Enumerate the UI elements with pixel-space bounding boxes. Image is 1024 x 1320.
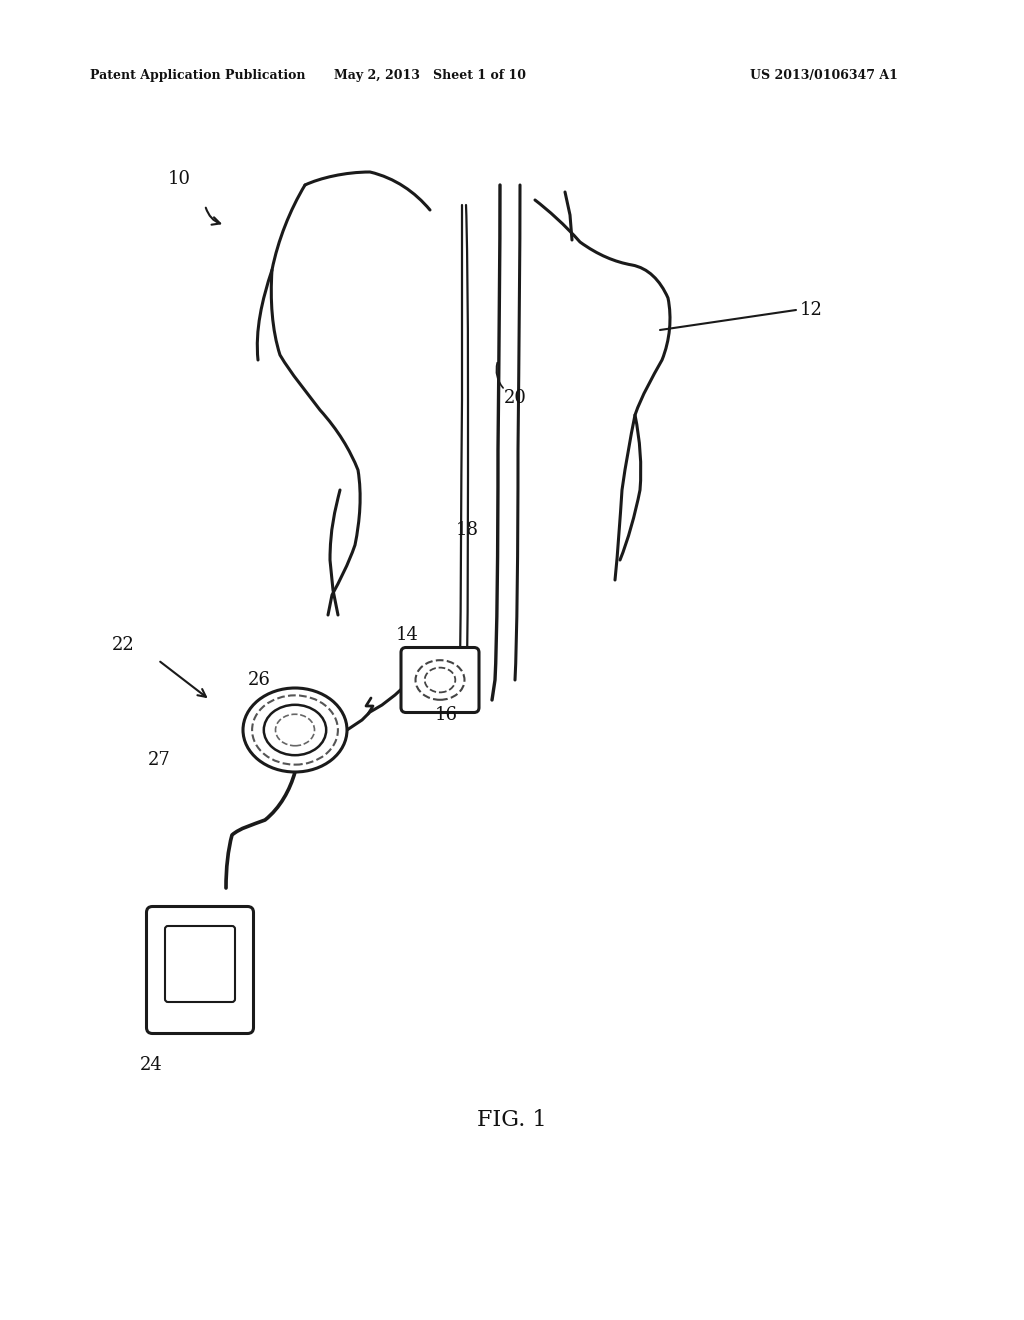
Text: 12: 12 — [800, 301, 823, 319]
Ellipse shape — [275, 714, 314, 746]
Text: 24: 24 — [140, 1056, 163, 1074]
FancyBboxPatch shape — [146, 907, 254, 1034]
Text: 16: 16 — [435, 706, 458, 723]
Text: 27: 27 — [148, 751, 171, 770]
Text: 20: 20 — [504, 389, 527, 407]
Text: Patent Application Publication: Patent Application Publication — [90, 69, 305, 82]
FancyBboxPatch shape — [401, 648, 479, 713]
Text: 14: 14 — [396, 626, 419, 644]
Text: US 2013/0106347 A1: US 2013/0106347 A1 — [750, 69, 898, 82]
Text: 10: 10 — [168, 170, 191, 187]
Ellipse shape — [264, 705, 327, 755]
Text: May 2, 2013   Sheet 1 of 10: May 2, 2013 Sheet 1 of 10 — [334, 69, 526, 82]
Ellipse shape — [243, 688, 347, 772]
Text: 22: 22 — [112, 636, 135, 653]
Text: FIG. 1: FIG. 1 — [477, 1109, 547, 1131]
Text: 18: 18 — [456, 521, 479, 539]
FancyBboxPatch shape — [165, 927, 234, 1002]
Text: 26: 26 — [248, 671, 271, 689]
